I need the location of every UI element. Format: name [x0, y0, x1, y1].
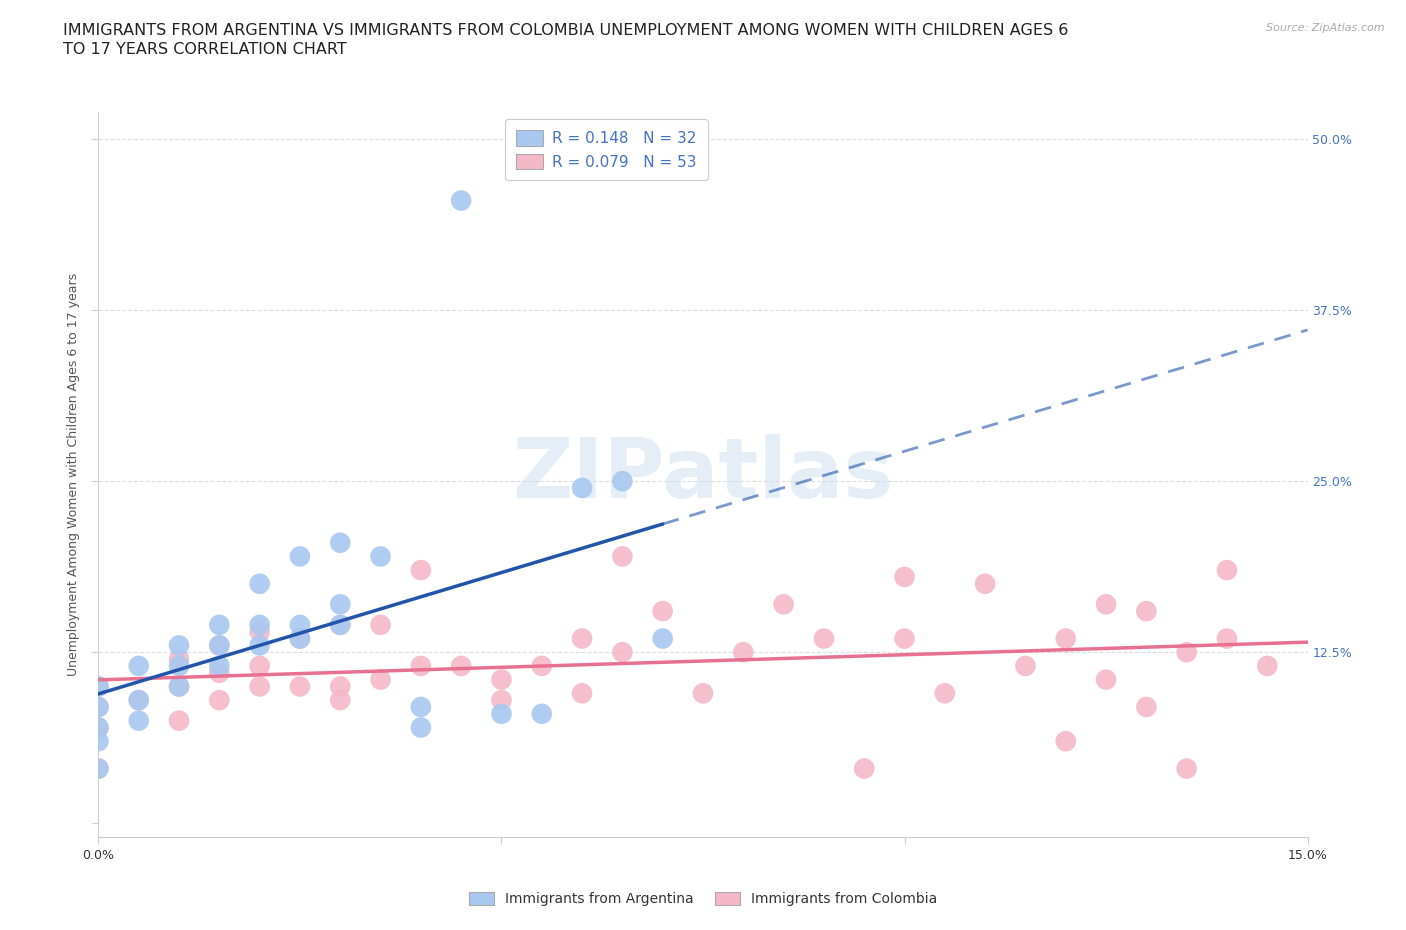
Point	[491, 707, 513, 722]
Point	[450, 658, 472, 673]
Point	[329, 679, 352, 694]
Point	[167, 713, 190, 728]
Point	[651, 604, 673, 618]
Point	[530, 658, 553, 673]
Point	[1054, 734, 1077, 749]
Point	[87, 699, 110, 714]
Point	[1054, 631, 1077, 646]
Point	[128, 693, 150, 708]
Point	[288, 631, 311, 646]
Point	[329, 618, 352, 632]
Point	[409, 658, 432, 673]
Text: IMMIGRANTS FROM ARGENTINA VS IMMIGRANTS FROM COLOMBIA UNEMPLOYMENT AMONG WOMEN W: IMMIGRANTS FROM ARGENTINA VS IMMIGRANTS …	[63, 23, 1069, 38]
Point	[87, 761, 110, 776]
Point	[1216, 563, 1239, 578]
Point	[329, 536, 352, 551]
Point	[571, 481, 593, 496]
Point	[167, 652, 190, 667]
Point	[1135, 699, 1157, 714]
Point	[893, 569, 915, 584]
Point	[87, 679, 110, 694]
Point	[288, 618, 311, 632]
Point	[249, 618, 271, 632]
Point	[692, 685, 714, 700]
Point	[87, 761, 110, 776]
Point	[208, 638, 231, 653]
Point	[288, 631, 311, 646]
Point	[893, 631, 915, 646]
Point	[208, 658, 231, 673]
Point	[167, 638, 190, 653]
Point	[249, 679, 271, 694]
Legend: R = 0.148   N = 32, R = 0.079   N = 53: R = 0.148 N = 32, R = 0.079 N = 53	[505, 119, 707, 180]
Point	[1175, 761, 1198, 776]
Point	[329, 618, 352, 632]
Point	[128, 713, 150, 728]
Y-axis label: Unemployment Among Women with Children Ages 6 to 17 years: Unemployment Among Women with Children A…	[66, 272, 80, 676]
Point	[87, 734, 110, 749]
Point	[1256, 658, 1278, 673]
Point	[249, 638, 271, 653]
Point	[167, 679, 190, 694]
Text: TO 17 YEARS CORRELATION CHART: TO 17 YEARS CORRELATION CHART	[63, 42, 347, 57]
Point	[370, 549, 392, 564]
Point	[733, 644, 755, 659]
Point	[288, 549, 311, 564]
Point	[612, 644, 634, 659]
Point	[409, 720, 432, 735]
Point	[813, 631, 835, 646]
Point	[530, 707, 553, 722]
Point	[87, 720, 110, 735]
Legend: Immigrants from Argentina, Immigrants from Colombia: Immigrants from Argentina, Immigrants fr…	[464, 886, 942, 912]
Point	[87, 699, 110, 714]
Point	[370, 618, 392, 632]
Point	[208, 638, 231, 653]
Point	[208, 693, 231, 708]
Point	[934, 685, 956, 700]
Point	[208, 618, 231, 632]
Point	[651, 631, 673, 646]
Point	[128, 658, 150, 673]
Text: Source: ZipAtlas.com: Source: ZipAtlas.com	[1267, 23, 1385, 33]
Point	[1095, 597, 1118, 612]
Point	[128, 693, 150, 708]
Point	[1014, 658, 1036, 673]
Point	[249, 658, 271, 673]
Point	[249, 577, 271, 591]
Point	[1216, 631, 1239, 646]
Point	[1135, 604, 1157, 618]
Point	[370, 672, 392, 687]
Point	[329, 693, 352, 708]
Point	[288, 679, 311, 694]
Point	[772, 597, 794, 612]
Point	[249, 624, 271, 639]
Point	[612, 473, 634, 488]
Point	[87, 720, 110, 735]
Text: ZIPatlas: ZIPatlas	[513, 433, 893, 515]
Point	[329, 597, 352, 612]
Point	[1175, 644, 1198, 659]
Point	[167, 679, 190, 694]
Point	[612, 549, 634, 564]
Point	[571, 685, 593, 700]
Point	[409, 563, 432, 578]
Point	[1095, 672, 1118, 687]
Point	[853, 761, 876, 776]
Point	[87, 679, 110, 694]
Point	[208, 665, 231, 680]
Point	[409, 699, 432, 714]
Point	[450, 193, 472, 208]
Point	[491, 672, 513, 687]
Point	[571, 631, 593, 646]
Point	[974, 577, 997, 591]
Point	[167, 658, 190, 673]
Point	[491, 693, 513, 708]
